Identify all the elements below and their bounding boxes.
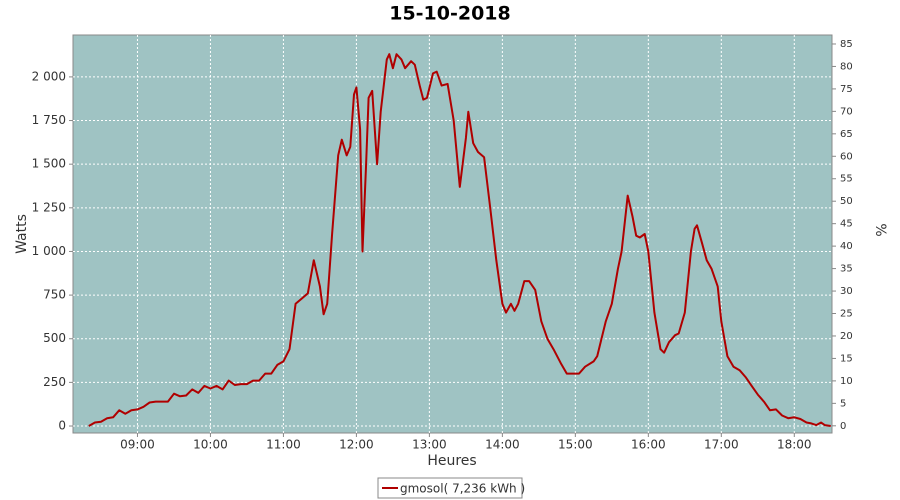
y-tick-label: 2 000 <box>32 69 66 83</box>
y2-tick-label: 55 <box>840 174 853 185</box>
y-tick-label: 500 <box>43 331 66 345</box>
x-tick-label: 16:00 <box>631 438 666 452</box>
y2-tick-label: 5 <box>840 398 846 409</box>
y-tick-label: 0 <box>58 419 66 433</box>
y2-tick-label: 50 <box>840 196 853 207</box>
legend-label: gmosol( 7,236 kWh ) <box>400 482 525 496</box>
y2-tick-label: 0 <box>840 421 846 432</box>
y2-tick-label: 80 <box>840 61 853 72</box>
y2-tick-label: 20 <box>840 331 853 342</box>
y2-tick-label: 60 <box>840 151 853 162</box>
legend-box <box>377 477 523 499</box>
x-tick-label: 18:00 <box>777 438 812 452</box>
series-line <box>88 53 831 427</box>
y2-tick-label: 10 <box>840 376 853 387</box>
y-axis-label: Watts <box>14 214 30 254</box>
y-tick-label: 1 500 <box>32 157 66 171</box>
x-tick-label: 13:00 <box>412 438 447 452</box>
y-tick-label: 1 250 <box>32 200 66 214</box>
y-tick-label: 1 750 <box>32 113 66 127</box>
x-tick-label: 17:00 <box>704 438 739 452</box>
y-tick-label: 250 <box>43 375 66 389</box>
x-tick-label: 14:00 <box>485 438 520 452</box>
y2-tick-label: 25 <box>840 309 853 320</box>
x-tick-label: 11:00 <box>266 438 301 452</box>
x-tick-label: 10:00 <box>193 438 228 452</box>
x-tick-label: 12:00 <box>339 438 374 452</box>
y-tick-label: 750 <box>43 288 66 302</box>
x-tick-label: 15:00 <box>558 438 593 452</box>
y2-tick-label: 40 <box>840 241 853 252</box>
y2-tick-label: 45 <box>840 219 853 230</box>
y2-tick-label: 30 <box>840 286 853 297</box>
chart-title: 15-10-2018 <box>389 3 511 25</box>
y2-tick-label: 75 <box>840 84 853 95</box>
y2-tick-label: 65 <box>840 129 853 140</box>
x-tick-label: 09:00 <box>120 438 155 452</box>
y2-axis-label: % <box>872 223 888 236</box>
plot-area <box>72 34 833 434</box>
x-axis-label: Heures <box>427 453 476 469</box>
y2-tick-label: 85 <box>840 39 853 50</box>
y2-tick-label: 15 <box>840 353 853 364</box>
y2-tick-label: 70 <box>840 106 853 117</box>
y2-tick-label: 35 <box>840 264 853 275</box>
y-tick-label: 1 000 <box>32 244 66 258</box>
